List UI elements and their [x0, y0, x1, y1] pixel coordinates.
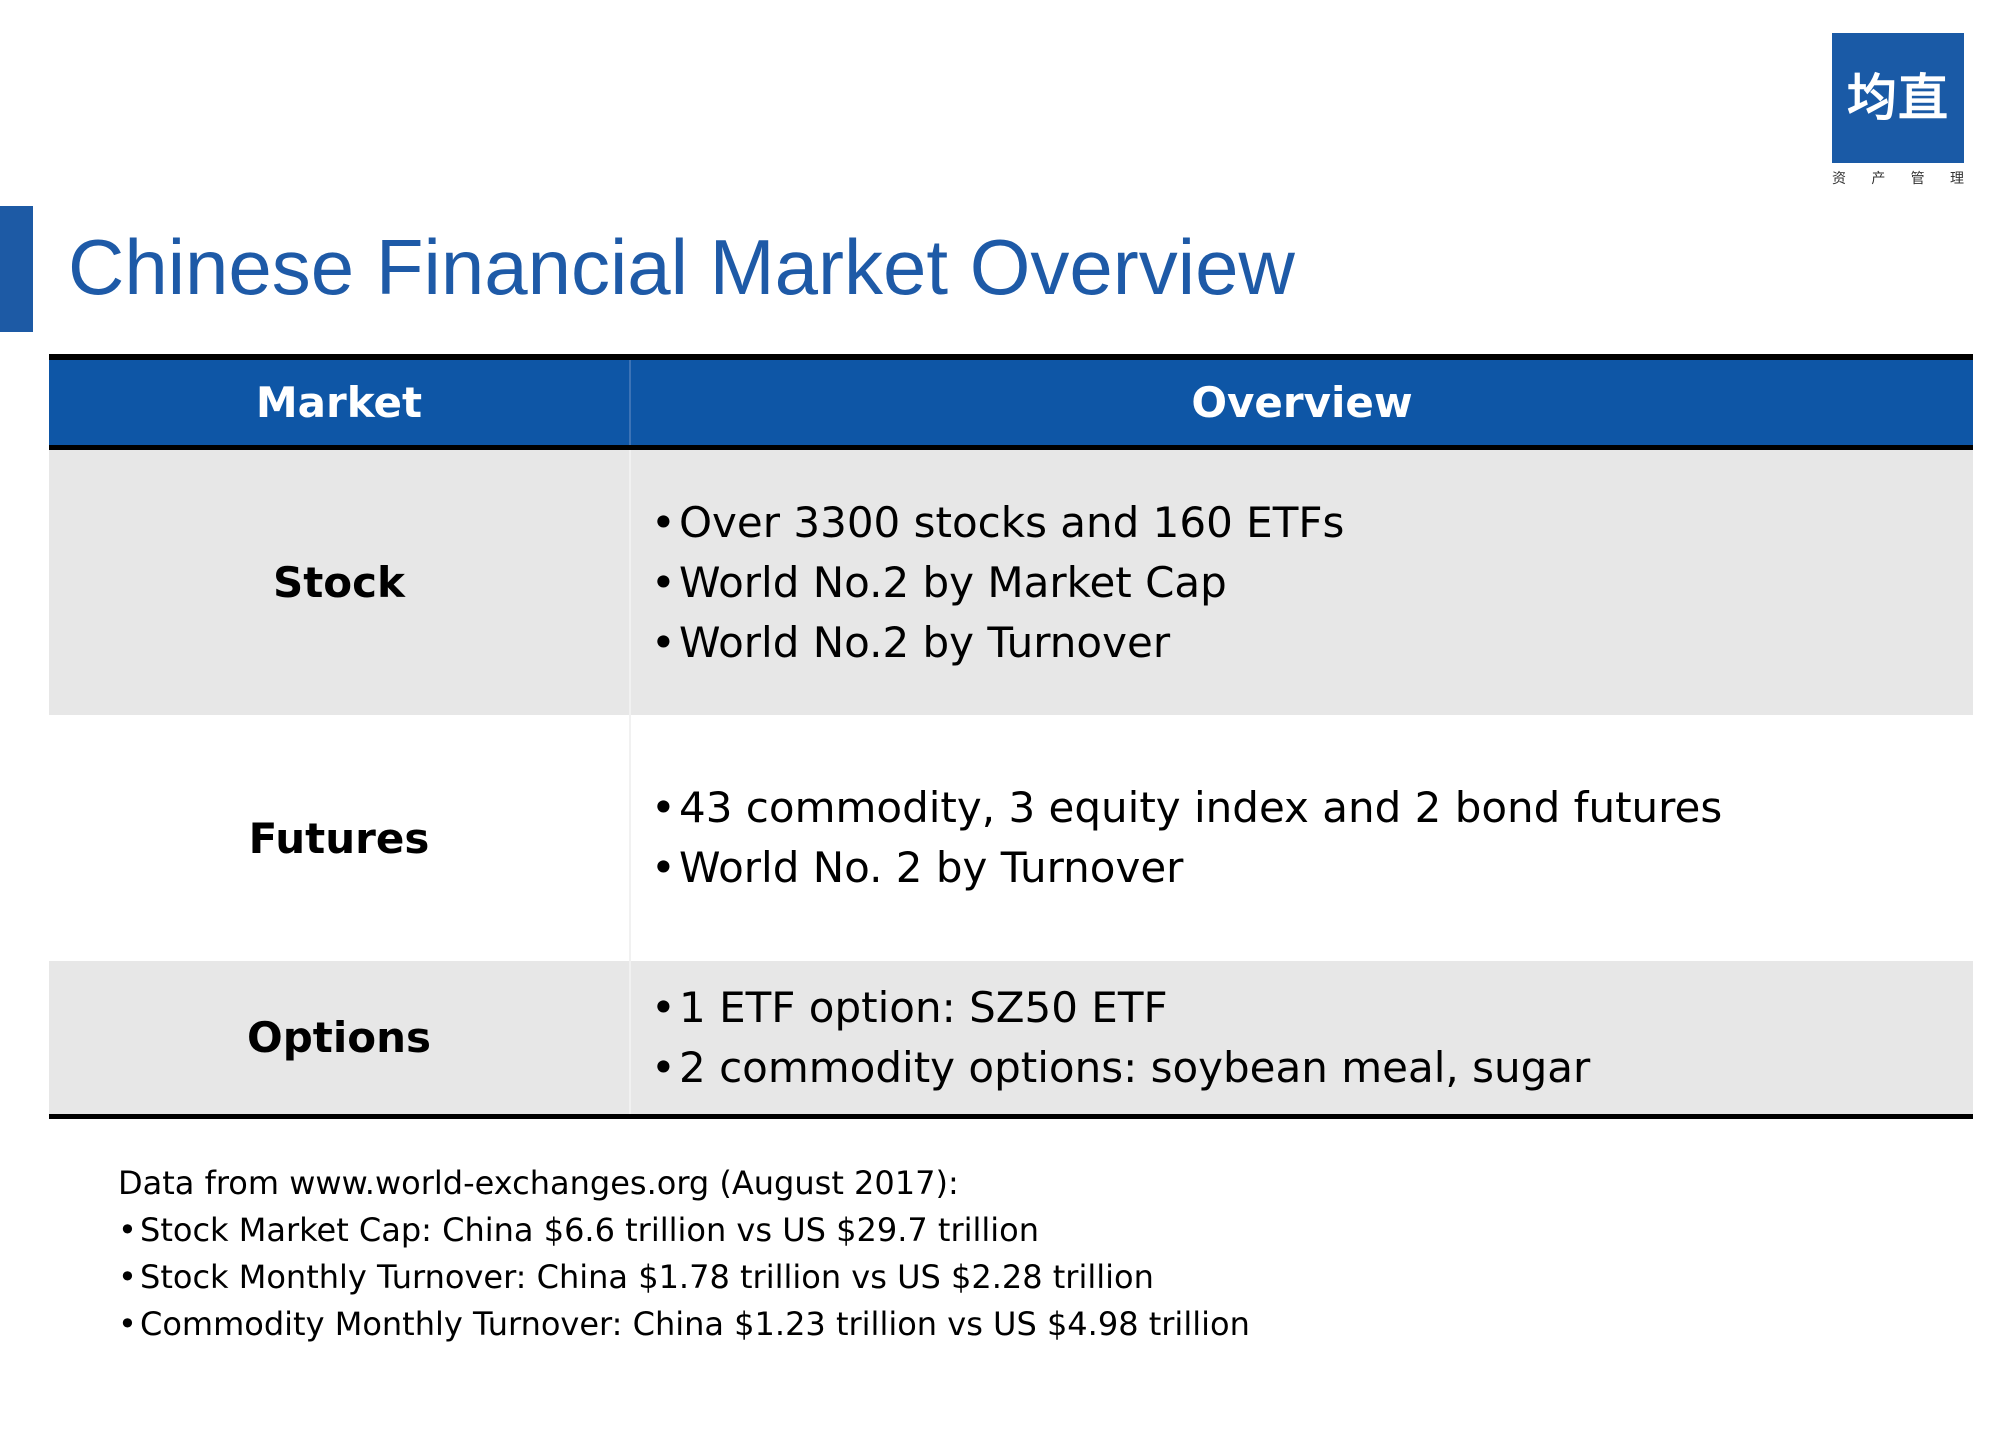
logo-subtitle-char: 管: [1910, 171, 1925, 187]
list-item-text: 2 commodity options: soybean meal, sugar: [679, 1042, 1591, 1092]
logo-mark: 均直: [1847, 69, 1949, 127]
column-header-overview: Overview: [630, 357, 1973, 450]
market-name-options: Options: [49, 961, 631, 1117]
notes-heading: Data from www.world-exchanges.org (Augus…: [118, 1164, 959, 1202]
list-item: •Stock Monthly Turnover: China $1.78 tri…: [118, 1254, 1250, 1301]
overview-list: •Over 3300 stocks and 160 ETFs •World No…: [631, 493, 1973, 673]
overview-cell: •1 ETF option: SZ50 ETF •2 commodity opt…: [630, 961, 1973, 1117]
list-item-text: 43 commodity, 3 equity index and 2 bond …: [679, 783, 1723, 832]
logo-mark-box: 均直: [1832, 33, 1964, 163]
list-item: •Commodity Monthly Turnover: China $1.23…: [118, 1301, 1250, 1348]
overview-cell: •Over 3300 stocks and 160 ETFs •World No…: [630, 447, 1973, 715]
bullet-icon: •: [118, 1258, 137, 1296]
notes-list: •Stock Market Cap: China $6.6 trillion v…: [118, 1207, 1250, 1348]
table-row: Stock •Over 3300 stocks and 160 ETFs •Wo…: [49, 447, 1973, 715]
bullet-icon: •: [651, 783, 676, 832]
logo-subtitle-char: 产: [1871, 171, 1886, 187]
list-item: •2 commodity options: soybean meal, suga…: [651, 1038, 1973, 1098]
bullet-icon: •: [651, 557, 676, 607]
list-item-text: World No.2 by Turnover: [679, 617, 1171, 667]
list-item-text: Commodity Monthly Turnover: China $1.23 …: [140, 1305, 1250, 1343]
market-overview-table: Market Overview Stock •Over 3300 stocks …: [49, 354, 1973, 1119]
bullet-icon: •: [118, 1211, 137, 1249]
page-title: Chinese Financial Market Overview: [68, 223, 1295, 311]
market-name-futures: Futures: [49, 715, 631, 961]
list-item: •Over 3300 stocks and 160 ETFs: [651, 493, 1973, 553]
list-item: •World No. 2 by Turnover: [651, 838, 1973, 898]
list-item-text: World No. 2 by Turnover: [679, 843, 1184, 892]
overview-list: •1 ETF option: SZ50 ETF •2 commodity opt…: [631, 978, 1973, 1098]
list-item-text: Stock Market Cap: China $6.6 trillion vs…: [140, 1211, 1040, 1249]
list-item-text: 1 ETF option: SZ50 ETF: [679, 982, 1168, 1032]
list-item: •World No.2 by Turnover: [651, 613, 1973, 673]
list-item-text: World No.2 by Market Cap: [679, 557, 1227, 607]
list-item: •43 commodity, 3 equity index and 2 bond…: [651, 778, 1973, 838]
overview-cell: •43 commodity, 3 equity index and 2 bond…: [630, 715, 1973, 961]
bullet-icon: •: [651, 843, 676, 892]
table-header-row: Market Overview: [49, 357, 1973, 450]
bullet-icon: •: [118, 1305, 137, 1343]
list-item: •World No.2 by Market Cap: [651, 553, 1973, 613]
market-name-stock: Stock: [49, 447, 631, 715]
table-row: Options •1 ETF option: SZ50 ETF •2 commo…: [49, 961, 1973, 1117]
logo-subtitle-char: 理: [1949, 171, 1964, 187]
list-item-text: Stock Monthly Turnover: China $1.78 tril…: [140, 1258, 1154, 1296]
column-header-market: Market: [49, 357, 631, 450]
company-logo: 均直 资 产 管 理: [1832, 33, 1964, 193]
list-item: •Stock Market Cap: China $6.6 trillion v…: [118, 1207, 1250, 1254]
list-item-text: Over 3300 stocks and 160 ETFs: [679, 497, 1345, 547]
list-item: •1 ETF option: SZ50 ETF: [651, 978, 1973, 1038]
bullet-icon: •: [651, 617, 676, 667]
logo-subtitle-char: 资: [1832, 171, 1846, 187]
logo-subtitle: 资 产 管 理: [1832, 172, 1964, 186]
bullet-icon: •: [651, 982, 676, 1032]
data-source-notes: Data from www.world-exchanges.org (Augus…: [118, 1160, 1250, 1348]
bullet-icon: •: [651, 1042, 676, 1092]
table-row: Futures •43 commodity, 3 equity index an…: [49, 715, 1973, 961]
bullet-icon: •: [651, 497, 676, 547]
title-accent-bar: [0, 206, 33, 332]
overview-list: •43 commodity, 3 equity index and 2 bond…: [631, 778, 1973, 898]
